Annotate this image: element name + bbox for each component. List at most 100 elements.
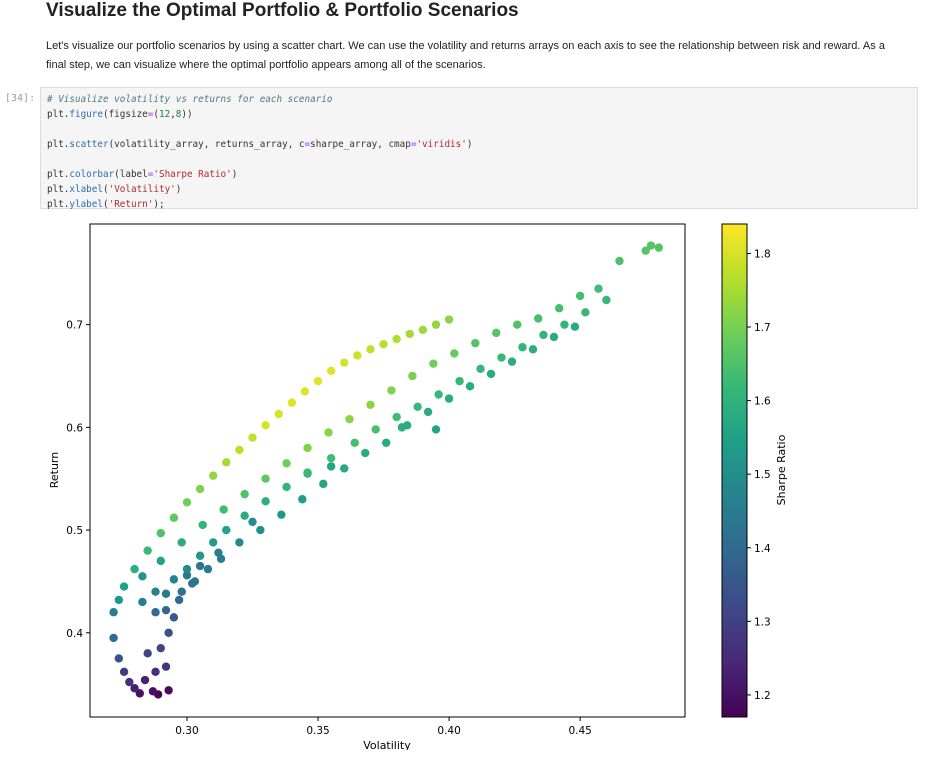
scatter-point	[182, 498, 192, 507]
scatter-point	[594, 284, 603, 293]
scatter-point	[195, 551, 205, 560]
scatter-point	[602, 295, 611, 305]
scatter-point	[282, 459, 291, 468]
scatter-point	[418, 325, 428, 334]
scatter-point	[177, 587, 186, 596]
scatter-point	[261, 497, 270, 506]
scatter-point	[397, 423, 407, 432]
cell-prompt: [34]:	[5, 93, 36, 104]
scatter-point	[114, 654, 124, 663]
colorbar	[721, 223, 748, 718]
scatter-point	[256, 525, 265, 535]
colorbar-tick-label: 1.5	[754, 469, 771, 481]
scatter-point	[528, 345, 538, 354]
colorbar-tick-label: 1.2	[754, 690, 771, 702]
scatter-point	[298, 495, 307, 504]
code-line-6: plt.colorbar(label='Sharpe Ratio')	[47, 169, 238, 180]
colorbar-label: Sharpe Ratio	[775, 434, 788, 505]
scatter-point	[350, 438, 359, 447]
y-tick-label: 0.5	[66, 525, 83, 537]
scatter-point	[119, 667, 129, 677]
scatter-point	[240, 511, 249, 520]
scatter-point	[444, 315, 454, 324]
scatter-point	[161, 589, 171, 598]
scatter-point	[534, 314, 543, 323]
scatter-point	[151, 608, 160, 617]
scatter-point	[164, 686, 173, 695]
scatter-point	[208, 538, 218, 547]
scatter-point	[429, 359, 438, 368]
colorbar-ticks: 1.2 1.3 1.4 1.5 1.6 1.7 1.8	[747, 248, 771, 702]
scatter-point	[455, 376, 464, 386]
code-line-8: plt.ylabel('Return');	[47, 199, 165, 210]
scatter-point	[303, 443, 312, 453]
scatter-point	[444, 394, 454, 403]
scatter-point	[182, 564, 192, 574]
scatter-point	[198, 520, 207, 530]
code-cell[interactable]: # Visualize volatility vs returns for ea…	[40, 87, 918, 210]
scatter-point	[195, 561, 205, 571]
scatter-point	[143, 546, 152, 555]
x-ticks: 0.30 0.35 0.40 0.45	[175, 717, 592, 737]
scatter-point	[313, 376, 323, 386]
scatter-point	[135, 689, 145, 698]
scatter-point	[274, 409, 283, 419]
scatter-point	[114, 595, 124, 605]
code-line-1: # Visualize volatility vs returns for ea…	[47, 94, 333, 105]
scatter-point	[143, 649, 152, 658]
scatter-point	[261, 474, 270, 483]
scatter-point	[340, 464, 349, 473]
scatter-point	[353, 351, 362, 360]
scatter-point	[119, 582, 129, 591]
scatter-point	[379, 339, 388, 349]
scatter-point	[549, 332, 559, 342]
y-tick-label: 0.7	[66, 320, 83, 332]
scatter-point	[405, 329, 414, 339]
scatter-point	[235, 538, 244, 547]
scatter-point	[214, 548, 223, 557]
scatter-points	[109, 241, 663, 699]
scatter-point	[248, 517, 257, 527]
scatter-point	[177, 538, 186, 547]
scatter-point	[222, 458, 231, 467]
scatter-point	[366, 400, 375, 409]
scatter-point	[513, 320, 522, 329]
scatter-point	[125, 677, 134, 687]
scatter-chart: 0.30 0.35 0.40 0.45 0.4 0.5 0.6 0.7 Volatility…	[48, 223, 788, 750]
scatter-point	[641, 246, 650, 255]
y-axis-label: Return	[48, 452, 61, 489]
scatter-point	[240, 489, 249, 499]
scatter-point	[539, 330, 548, 340]
scatter-point	[326, 453, 336, 463]
x-tick-label: 0.45	[568, 725, 591, 737]
scatter-point	[282, 482, 291, 492]
scatter-point	[182, 571, 192, 580]
colorbar-tick-label: 1.4	[754, 543, 771, 555]
scatter-point	[423, 407, 433, 417]
scatter-point	[413, 402, 422, 412]
colorbar-tick-label: 1.7	[754, 322, 771, 334]
code-line-5	[47, 152, 911, 167]
scatter-point	[300, 387, 310, 396]
code-line-4: plt.scatter(volatility_array, returns_ar…	[47, 139, 473, 150]
x-axis-label: Volatility	[363, 739, 411, 750]
scatter-point	[208, 471, 218, 480]
scatter-point	[156, 528, 165, 538]
scatter-point	[222, 525, 231, 535]
scatter-point	[366, 345, 375, 354]
scatter-point	[140, 675, 150, 685]
scatter-point	[319, 479, 328, 489]
scatter-point	[169, 613, 179, 622]
scatter-point	[130, 564, 139, 574]
scatter-point	[581, 308, 590, 317]
scatter-point	[431, 425, 441, 434]
scatter-point	[130, 684, 139, 693]
colorbar-tick-label: 1.6	[754, 396, 771, 408]
scatter-point	[161, 662, 171, 671]
scatter-point	[174, 595, 184, 605]
scatter-point	[109, 633, 118, 643]
scatter-point	[361, 448, 370, 458]
y-ticks: 0.4 0.5 0.6 0.7	[66, 320, 90, 640]
scatter-point	[109, 608, 118, 617]
scatter-point	[261, 421, 270, 430]
